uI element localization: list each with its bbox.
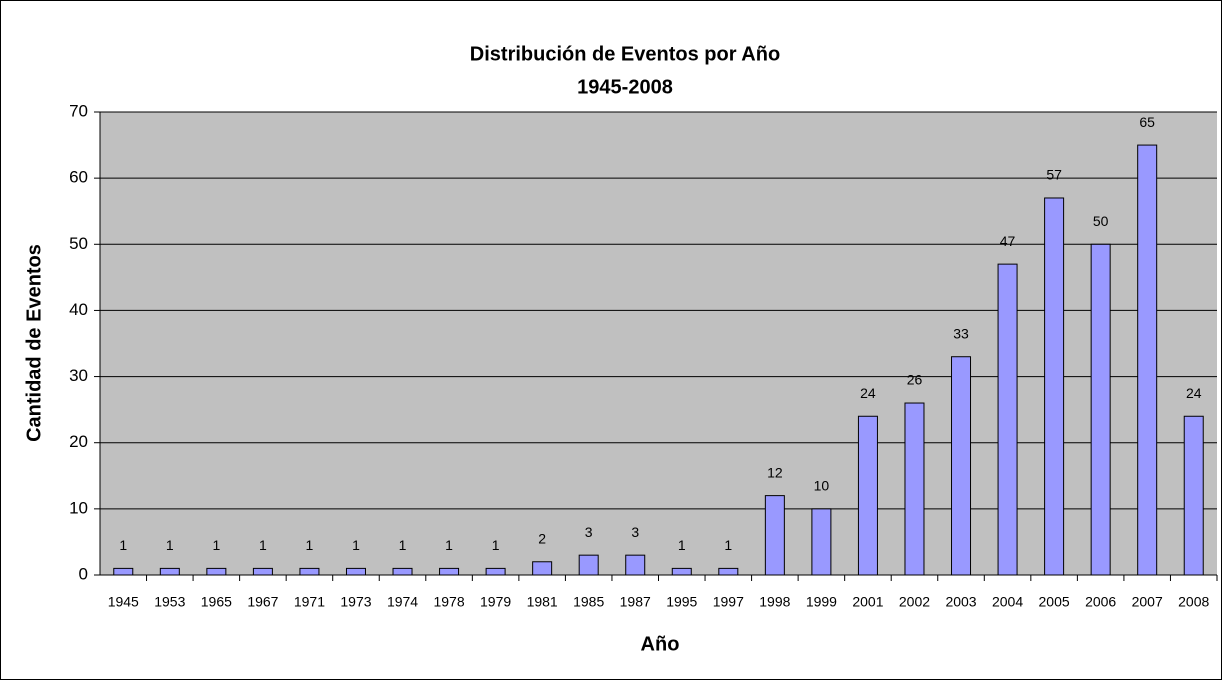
chart-subtitle: 1945-2008 (577, 76, 673, 98)
x-tick-label: 1971 (294, 594, 325, 610)
bar (1137, 144, 1158, 576)
data-label: 1 (678, 537, 686, 553)
y-axis-title: Cantidad de Eventos (23, 244, 45, 442)
bar (718, 567, 739, 576)
bar (113, 567, 134, 576)
bar (1183, 415, 1204, 576)
data-label: 2 (538, 530, 546, 546)
y-tick-label: 50 (69, 234, 88, 253)
bar (1044, 197, 1065, 576)
data-label: 1 (399, 537, 407, 553)
plot-area (100, 112, 1217, 575)
bar (252, 567, 273, 576)
bar (1090, 243, 1111, 576)
x-tick-label: 1998 (759, 594, 790, 610)
x-tick-label: 2006 (1085, 594, 1116, 610)
x-tick-label: 1999 (806, 594, 837, 610)
x-tick-label: 1979 (480, 594, 511, 610)
data-label: 65 (1139, 114, 1155, 130)
data-label: 1 (492, 537, 500, 553)
x-tick-label: 2004 (992, 594, 1023, 610)
bar (904, 402, 925, 576)
y-tick-label: 20 (69, 432, 88, 451)
bar (578, 554, 599, 576)
x-tick-label: 1985 (573, 594, 604, 610)
y-tick-label: 40 (69, 300, 88, 319)
bar (811, 508, 832, 576)
x-tick-label: 1978 (433, 594, 464, 610)
x-tick-label: 2007 (1132, 594, 1163, 610)
x-tick-label: 1945 (108, 594, 139, 610)
data-label: 1 (212, 537, 220, 553)
x-tick-label: 1981 (527, 594, 558, 610)
data-label: 24 (860, 385, 876, 401)
data-label: 1 (724, 537, 732, 553)
x-tick-label: 2005 (1039, 594, 1070, 610)
bar (764, 495, 785, 576)
y-tick-label: 10 (69, 498, 88, 517)
x-tick-label: 2003 (945, 594, 976, 610)
data-label: 33 (953, 325, 969, 341)
data-label: 50 (1093, 213, 1109, 229)
x-tick-label: 1995 (666, 594, 697, 610)
bar (299, 567, 320, 576)
bar (951, 356, 972, 576)
data-label: 24 (1186, 385, 1202, 401)
x-tick-label: 1974 (387, 594, 418, 610)
bar (485, 567, 506, 576)
x-tick-label: 1967 (247, 594, 278, 610)
chart-title: Distribución de Eventos por Año (470, 43, 780, 65)
y-tick-label: 30 (69, 366, 88, 385)
data-label: 1 (166, 537, 174, 553)
data-label: 1 (306, 537, 314, 553)
data-label: 1 (352, 537, 360, 553)
data-label: 26 (907, 372, 923, 388)
bar (857, 415, 878, 576)
data-label: 1 (259, 537, 267, 553)
bar (206, 567, 227, 576)
bar (392, 567, 413, 576)
bar (625, 554, 646, 576)
x-tick-label: 2008 (1178, 594, 1209, 610)
x-tick-label: 1987 (620, 594, 651, 610)
bar (997, 263, 1018, 576)
bar (159, 567, 180, 576)
x-tick-label: 1997 (713, 594, 744, 610)
data-label: 3 (585, 524, 593, 540)
bar (439, 567, 460, 576)
data-label: 57 (1046, 167, 1062, 183)
data-label: 3 (631, 524, 639, 540)
bar (345, 567, 366, 576)
y-tick-label: 60 (69, 168, 88, 187)
x-tick-label: 1973 (340, 594, 371, 610)
x-tick-label: 1953 (154, 594, 185, 610)
x-tick-label: 2002 (899, 594, 930, 610)
x-tick-label: 2001 (852, 594, 883, 610)
data-label: 1 (445, 537, 453, 553)
y-tick-label: 70 (69, 101, 88, 120)
bar (671, 567, 692, 576)
data-label: 1 (119, 537, 127, 553)
data-label: 47 (1000, 233, 1016, 249)
x-axis-title: Año (641, 633, 680, 655)
data-label: 10 (814, 478, 830, 494)
y-tick-label: 0 (79, 564, 88, 583)
x-tick-label: 1965 (201, 594, 232, 610)
bar (532, 561, 553, 576)
data-label: 12 (767, 464, 783, 480)
